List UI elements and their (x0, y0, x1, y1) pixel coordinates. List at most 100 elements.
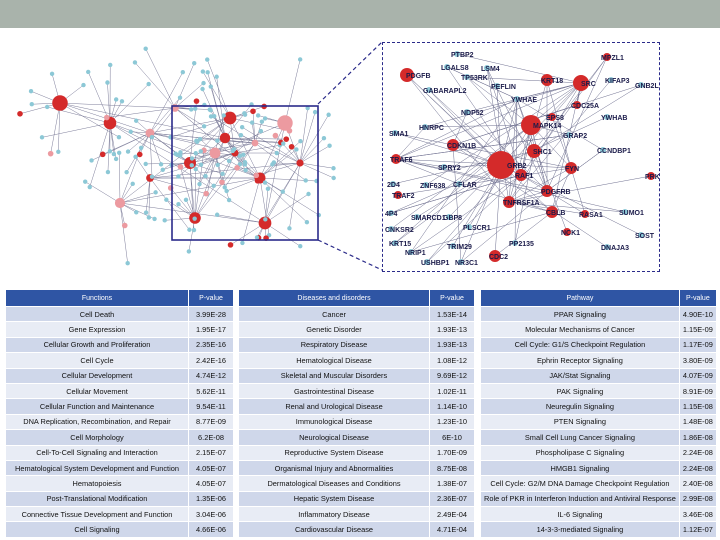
network-node (450, 243, 456, 249)
network-edge (145, 177, 151, 213)
network-node (237, 161, 243, 167)
row-pvalue: 1.93E-13 (429, 321, 475, 338)
network-edge (149, 132, 153, 177)
network-node (108, 62, 113, 68)
gene-label: USHBP1 (421, 260, 450, 267)
network-node (114, 197, 126, 209)
row-label: IL-6 Signaling (480, 506, 680, 523)
network-node (105, 169, 111, 175)
network-node (464, 109, 470, 115)
network-edge (214, 115, 224, 154)
network-edge (189, 101, 197, 164)
gene-label: CBLB (546, 210, 565, 217)
network-edge (458, 82, 582, 185)
table-row: Renal and Urological Disease 1.14E-10 (238, 398, 475, 415)
network-edge (299, 112, 316, 164)
network-node (136, 151, 143, 158)
gene-label: YWHAB (601, 115, 627, 122)
network-edge (119, 202, 128, 264)
network-node (177, 95, 183, 100)
row-pvalue: 1.14E-10 (429, 398, 475, 415)
network-node (494, 83, 500, 89)
row-pvalue: 1.02E-11 (429, 382, 475, 400)
table-row: Ephrin Receptor Signaling 3.80E-09 (480, 352, 717, 369)
network-node (83, 179, 88, 184)
row-pvalue: 2.49E-04 (429, 506, 475, 523)
network-edge (426, 174, 522, 263)
network-node (263, 217, 268, 222)
network-edge (259, 122, 286, 179)
network-node (219, 179, 225, 185)
network-node (29, 102, 34, 107)
network-node (548, 113, 556, 121)
network-node (89, 158, 94, 163)
network-edge (425, 82, 582, 186)
network-node (99, 151, 106, 158)
network-node (484, 65, 490, 71)
network-edge (299, 145, 330, 164)
table-row: Dermatological Diseases and Conditions 1.… (238, 475, 475, 492)
pvalue-header: P-value (429, 289, 475, 307)
network-edge (394, 124, 532, 244)
zoomed-network-panel: PTBP2 MPZL1 LGALS8 LSM4 PDGFB TP53RK KRT18 SRC K… (382, 42, 660, 272)
network-edge (242, 126, 301, 164)
row-pvalue: 2.42E-16 (188, 352, 234, 369)
network-edge (252, 111, 256, 144)
network-edge (59, 102, 226, 139)
network-node (297, 57, 303, 62)
network-edge (234, 144, 280, 154)
network-node (241, 152, 246, 157)
network-node (423, 182, 429, 188)
network-node (527, 144, 541, 158)
network-node (565, 162, 577, 174)
network-node (149, 174, 155, 179)
table-row: Gastrointestinal Disease 1.02E-11 (238, 382, 475, 400)
network-node (125, 149, 131, 154)
network-edge (259, 149, 297, 179)
network-node (515, 169, 527, 181)
network-edge (234, 130, 262, 154)
diseases-table: Diseases and disorders P-value Cancer 1.5… (238, 289, 475, 538)
network-node (253, 172, 260, 179)
row-label: Genetic Disorder (238, 321, 430, 338)
gene-label: PP2135 (509, 241, 534, 248)
table-row: Genetic Disorder 1.93E-13 (238, 321, 475, 338)
row-label: Phospholipase C Signaling (480, 444, 680, 461)
network-edge (546, 190, 586, 215)
network-node (28, 89, 34, 94)
row-pvalue: 1.53E-14 (429, 305, 475, 323)
network-node (288, 143, 295, 150)
network-edge (174, 107, 205, 127)
table-row: Reproductive System Disease 1.70E-09 (238, 444, 475, 461)
network-edge (174, 82, 204, 109)
network-edge (145, 48, 176, 109)
network-node (81, 82, 86, 88)
network-node (272, 132, 279, 139)
network-edge (456, 53, 582, 84)
network-edge (551, 116, 572, 169)
row-label: Molecular Mechanisms of Cancer (480, 321, 680, 338)
row-pvalue: 1.15E-08 (678, 398, 717, 415)
network-node (197, 181, 202, 187)
network-node (124, 169, 129, 175)
table-row: Cell Cycle: G1/S Checkpoint Regulation 1.… (480, 336, 717, 354)
network-node (259, 119, 265, 124)
network-edge (148, 177, 151, 218)
network-node (573, 101, 581, 109)
row-pvalue: 4.05E-07 (188, 475, 234, 492)
network-node (249, 120, 255, 125)
network-node (119, 99, 125, 104)
row-label: Immunological Disease (238, 413, 430, 431)
network-node (238, 132, 244, 138)
row-pvalue: 9.69E-12 (429, 367, 475, 384)
network-edge (224, 104, 252, 139)
network-node (130, 181, 135, 187)
network-node (503, 196, 515, 208)
network-node (258, 128, 264, 134)
network-node (454, 51, 460, 57)
gene-label: TRAF2 (392, 193, 415, 200)
network-edge (508, 190, 548, 203)
row-label: Hepatic System Disease (238, 490, 430, 508)
gene-label: PLSCR1 (463, 225, 491, 232)
row-label: Dermatological Diseases and Conditions (238, 475, 430, 492)
